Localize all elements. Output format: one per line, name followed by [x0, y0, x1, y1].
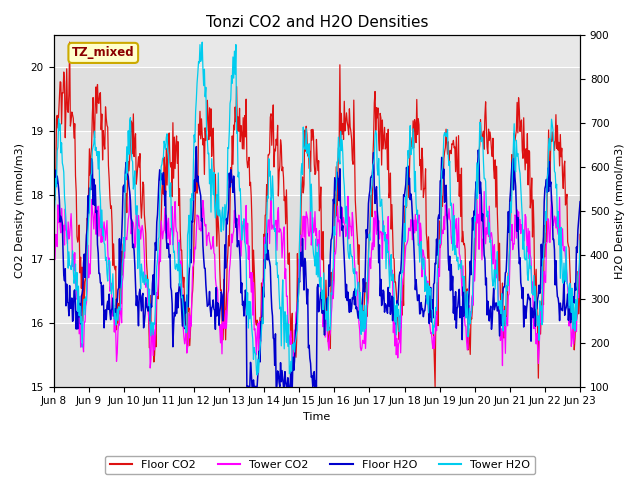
- Tower H2O: [167, 180, 175, 186]
- Floor H2O: [382, 302, 390, 308]
- Floor CO2: [168, 160, 175, 166]
- Tower H2O: [195, 59, 202, 65]
- Floor H2O: [193, 144, 200, 149]
- Y-axis label: CO2 Density (mmol/m3): CO2 Density (mmol/m3): [15, 144, 25, 278]
- Text: TZ_mixed: TZ_mixed: [72, 47, 134, 60]
- Floor CO2: [381, 146, 389, 152]
- Floor CO2: [50, 228, 58, 234]
- Tower CO2: [576, 249, 584, 255]
- Floor H2O: [50, 192, 58, 198]
- Floor CO2: [66, 39, 74, 45]
- Tower CO2: [480, 189, 488, 194]
- Floor CO2: [576, 231, 584, 237]
- Tower H2O: [253, 372, 261, 378]
- Tower CO2: [113, 350, 121, 356]
- Floor CO2: [431, 384, 439, 389]
- Tower H2O: [382, 266, 390, 272]
- Legend: Floor CO2, Tower CO2, Floor H2O, Tower H2O: Floor CO2, Tower CO2, Floor H2O, Tower H…: [105, 456, 535, 474]
- Floor CO2: [114, 320, 122, 326]
- Line: Tower CO2: Tower CO2: [54, 192, 580, 368]
- Tower H2O: [50, 229, 58, 235]
- Bar: [54, 323, 580, 386]
- Bar: [54, 67, 580, 131]
- Tower CO2: [50, 275, 58, 281]
- Floor CO2: [195, 132, 203, 138]
- Tower CO2: [381, 236, 389, 242]
- Tower CO2: [168, 226, 175, 232]
- Tower CO2: [397, 350, 404, 356]
- Line: Floor CO2: Floor CO2: [54, 42, 580, 386]
- Floor H2O: [195, 185, 203, 191]
- X-axis label: Time: Time: [303, 412, 330, 422]
- Floor H2O: [167, 284, 175, 290]
- Y-axis label: H2O Density (mmol/m3): H2O Density (mmol/m3): [615, 143, 625, 279]
- Title: Tonzi CO2 and H2O Densities: Tonzi CO2 and H2O Densities: [205, 15, 428, 30]
- Floor CO2: [397, 325, 404, 331]
- Bar: [54, 195, 580, 259]
- Tower H2O: [198, 39, 206, 45]
- Line: Tower H2O: Tower H2O: [54, 42, 580, 375]
- Tower H2O: [60, 164, 67, 169]
- Floor H2O: [397, 257, 405, 263]
- Floor H2O: [243, 384, 251, 389]
- Floor H2O: [113, 299, 121, 305]
- Floor H2O: [60, 249, 67, 255]
- Tower H2O: [113, 306, 121, 312]
- Floor CO2: [60, 90, 67, 96]
- Tower H2O: [576, 238, 584, 243]
- Tower CO2: [60, 228, 67, 234]
- Tower H2O: [397, 276, 405, 281]
- Floor H2O: [576, 199, 584, 204]
- Tower CO2: [147, 365, 154, 371]
- Tower CO2: [195, 227, 203, 232]
- Line: Floor H2O: Floor H2O: [54, 146, 580, 386]
